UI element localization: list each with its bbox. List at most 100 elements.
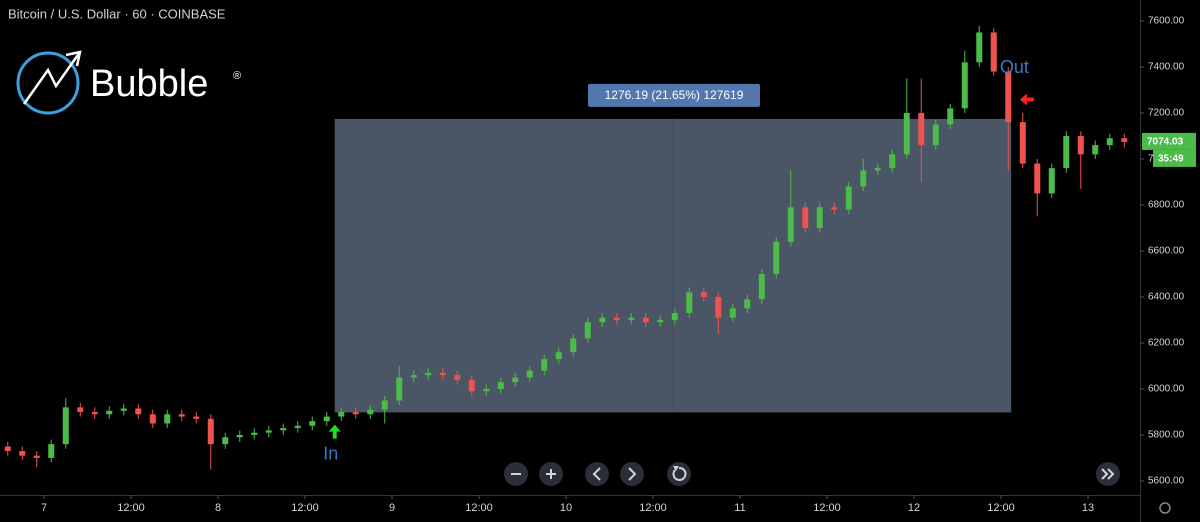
plot-area: 1276.19 (21.65%) 127619 In Out xyxy=(4,25,1128,470)
candle-body xyxy=(396,377,403,401)
measure-label-box xyxy=(588,83,760,107)
candle-body xyxy=(468,379,475,392)
countdown-box xyxy=(1153,149,1196,167)
countdown-label: 35:49 xyxy=(1158,154,1184,165)
candle-body xyxy=(889,154,896,169)
y-tick-label: 6800.00 xyxy=(1148,200,1185,211)
candle-body xyxy=(932,124,939,146)
x-tick-label: 12:00 xyxy=(291,502,319,514)
scroll-right-button[interactable] xyxy=(620,462,644,486)
candle-body xyxy=(178,414,185,417)
y-tick-label: 6000.00 xyxy=(1148,384,1185,395)
candle-body xyxy=(1034,163,1041,194)
candle-body xyxy=(4,446,11,452)
candle-body xyxy=(599,317,606,323)
candle-body xyxy=(613,317,620,320)
candle-body xyxy=(497,382,504,389)
candle-body xyxy=(976,32,983,63)
candle-body xyxy=(961,62,968,109)
x-tick-label: 13 xyxy=(1082,502,1094,514)
candle-body xyxy=(120,408,127,411)
logo: Bubble ® xyxy=(16,50,241,115)
candle-body xyxy=(802,207,809,228)
candle-body xyxy=(106,410,113,415)
scroll-left-button[interactable] xyxy=(585,462,609,486)
scroll-end-button[interactable] xyxy=(1096,462,1120,486)
exit-arrow xyxy=(1019,93,1034,106)
candle-body xyxy=(874,168,881,171)
candle-body xyxy=(570,338,577,353)
x-tick-label: 8 xyxy=(215,502,221,514)
candle-body xyxy=(715,296,722,318)
candle-body xyxy=(1106,138,1113,146)
zoom-out-button[interactable] xyxy=(504,462,528,486)
candle-body xyxy=(1092,145,1099,155)
candle-body xyxy=(207,418,214,445)
candle-body xyxy=(48,444,55,458)
candle-body xyxy=(265,430,272,433)
x-tick-label: 7 xyxy=(41,502,47,514)
candle-body xyxy=(33,455,40,458)
candle-body xyxy=(483,388,490,392)
candle-body xyxy=(671,313,678,320)
y-tick-label: 7600.00 xyxy=(1148,16,1185,27)
settings-button[interactable] xyxy=(1159,502,1171,514)
zoom-in-button[interactable] xyxy=(539,462,563,486)
symbol-title: Bitcoin / U.S. Dollar · 60 · COINBASE xyxy=(8,6,226,21)
candle-body xyxy=(454,375,461,380)
reset-button[interactable] xyxy=(667,462,691,486)
entry-arrow xyxy=(328,424,341,439)
entry-label: In xyxy=(323,443,338,463)
x-tick-label: 12:00 xyxy=(117,502,145,514)
candle-body xyxy=(280,428,287,431)
x-tick-label: 12:00 xyxy=(639,502,667,514)
logo-text: Bubble xyxy=(90,63,208,105)
y-tick-label: 6200.00 xyxy=(1148,338,1185,349)
candle-body xyxy=(947,108,954,125)
candle-body xyxy=(1005,71,1012,123)
candle-body xyxy=(1063,135,1070,169)
measure-label: 1276.19 (21.65%) 127619 xyxy=(605,88,744,102)
candle-body xyxy=(860,170,867,187)
candle-body xyxy=(62,407,69,445)
logo-icon xyxy=(22,50,82,105)
candle-body xyxy=(367,409,374,415)
candle-body xyxy=(1048,168,1055,194)
y-tick-label: 7200.00 xyxy=(1148,108,1185,119)
candle-body xyxy=(584,322,591,339)
x-tick-label: 12 xyxy=(908,502,920,514)
candle-body xyxy=(816,207,823,228)
candle-body xyxy=(526,370,533,378)
y-tick-label: 5600.00 xyxy=(1148,476,1185,487)
candle-body xyxy=(1019,122,1026,164)
toolbar xyxy=(504,462,1171,514)
x-tick-label: 12:00 xyxy=(987,502,1015,514)
candle-body xyxy=(352,411,359,415)
x-tick-label: 11 xyxy=(734,502,745,514)
candle-body xyxy=(251,432,258,435)
x-tick-label: 9 xyxy=(389,502,395,514)
candle-body xyxy=(91,411,98,415)
candle-body xyxy=(555,352,562,360)
candle-body xyxy=(164,414,171,424)
candle-body xyxy=(323,416,330,422)
candle-body xyxy=(845,186,852,210)
candle-body xyxy=(149,414,156,424)
candle-body xyxy=(773,241,780,274)
candle-body xyxy=(309,421,316,426)
last-price-box xyxy=(1142,132,1196,150)
candle-body xyxy=(381,400,388,410)
candle-body xyxy=(425,372,432,376)
x-tick-label: 10 xyxy=(560,502,572,514)
candle-body xyxy=(686,292,693,314)
y-tick-label: 6600.00 xyxy=(1148,246,1185,257)
candle-body xyxy=(222,437,229,445)
candle-body xyxy=(77,407,84,412)
candle-body xyxy=(1121,138,1128,142)
candle-body xyxy=(541,359,548,371)
exit-label: Out xyxy=(1000,57,1029,77)
candle-body xyxy=(787,207,794,242)
y-tick-label: 5800.00 xyxy=(1148,430,1185,441)
candle-body xyxy=(628,317,635,320)
